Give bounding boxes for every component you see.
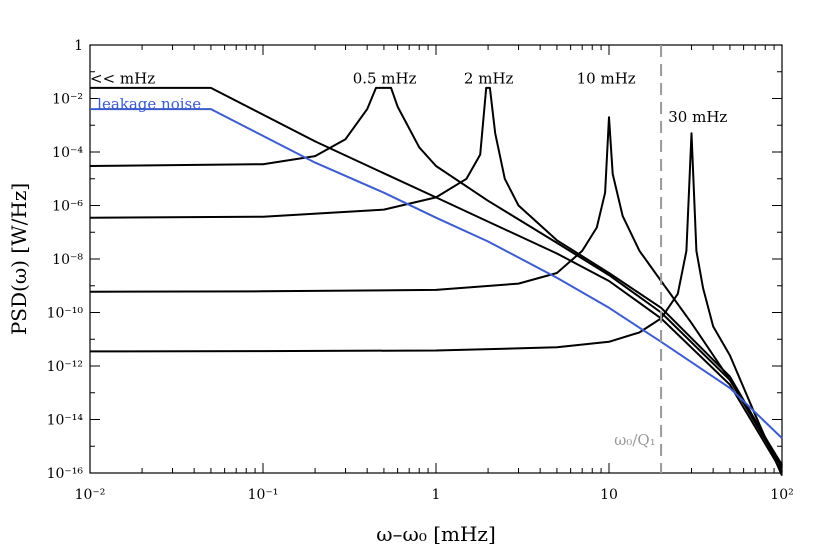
annotation-label: ω₀/Q₁ bbox=[614, 431, 656, 449]
y-tick-label: 10⁻⁶ bbox=[52, 199, 83, 215]
series-label-30-mhz: 30 mHz bbox=[668, 108, 727, 126]
series-label-mhz: << mHz bbox=[90, 70, 155, 88]
series-line-0-5-mhz bbox=[89, 86, 783, 469]
y-tick-label: 10⁻¹² bbox=[47, 359, 83, 375]
y-tick-label: 10⁻¹⁶ bbox=[47, 466, 84, 482]
series-line-mhz bbox=[90, 86, 783, 473]
axis-ticks bbox=[89, 44, 783, 474]
y-tick-label: 10⁻⁴ bbox=[52, 145, 83, 161]
x-tick-label: 10⁻¹ bbox=[248, 487, 279, 503]
series-line-30-mhz bbox=[89, 132, 783, 477]
x-tick-label: 10⁻² bbox=[75, 487, 106, 503]
series-line-leakage-noise bbox=[90, 108, 783, 439]
y-tick-label: 1 bbox=[74, 38, 83, 54]
y-tick-label: 10⁻¹⁰ bbox=[47, 306, 84, 322]
series-line-2-mhz bbox=[89, 86, 783, 467]
x-tick-label: 10² bbox=[770, 487, 793, 503]
y-tick-label: 10⁻² bbox=[52, 92, 83, 108]
series-label-2-mhz: 2 mHz bbox=[464, 70, 514, 88]
y-tick-label: 10⁻⁸ bbox=[52, 252, 83, 268]
x-axis-label: ω–ω₀ [mHz] bbox=[376, 522, 496, 546]
series-label-leakage-noise: leakage noise bbox=[97, 95, 201, 113]
y-axis-label: PSD(ω) [W/Hz] bbox=[7, 183, 31, 335]
series-lines bbox=[89, 86, 783, 477]
y-tick-label: 10⁻¹⁴ bbox=[47, 413, 84, 429]
tick-labels: 10⁻² 10⁻¹ 1 10 10² 1 10⁻² 10⁻⁴ 10⁻⁶ 10⁻⁸ 10⁻¹⁰ 10⁻¹… bbox=[47, 38, 794, 503]
x-tick-label: 1 bbox=[432, 487, 441, 503]
series-label-10-mhz: 10 mHz bbox=[577, 70, 636, 88]
series-label-0-5-mhz: 0.5 mHz bbox=[353, 70, 417, 88]
series-line-10-mhz bbox=[89, 116, 783, 466]
x-tick-label: 10 bbox=[600, 487, 618, 503]
